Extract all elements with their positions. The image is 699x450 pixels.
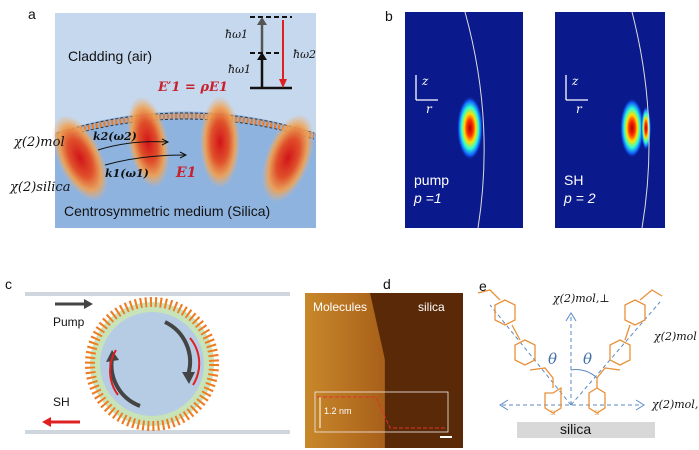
chi-mol-label: χ(2)mol	[14, 135, 65, 150]
pump-mode-order: p =1	[414, 190, 442, 206]
k2-label: k2(ω2)	[93, 130, 137, 143]
panel-label-c: c	[5, 276, 12, 292]
panel-e	[477, 289, 663, 438]
field-lobe	[262, 114, 314, 202]
field-equation: E′1 = ρE1	[158, 80, 228, 95]
substrate-label: silica	[560, 421, 592, 437]
silica-substrate	[517, 422, 655, 438]
hw1-bottom-label: ħω1	[228, 63, 252, 76]
panel-c	[25, 292, 290, 434]
microresonator-ring	[85, 297, 219, 431]
hw1-top-label: ħω1	[225, 28, 249, 41]
panel-a	[52, 13, 316, 228]
sh-mode-title: SH	[564, 172, 584, 188]
field-lobe	[52, 115, 108, 201]
arrow-up-icon	[257, 52, 267, 60]
si-atom-label: Si	[594, 411, 600, 417]
panel-label-b: b	[385, 8, 393, 24]
si-atom-label: Si	[550, 411, 556, 417]
molecule-layer	[56, 113, 315, 139]
hw2-label: ħω2	[293, 48, 317, 61]
sh-mode-order: p = 2	[564, 190, 596, 206]
theta-label: θ	[583, 350, 593, 368]
step-height-label: 1.2 nm	[324, 406, 352, 416]
chi-perp-label: χ(2)mol,⊥	[553, 292, 610, 305]
k1-label: k1(ω1)	[105, 167, 149, 180]
e1-label: E1	[176, 165, 197, 181]
panel-d	[305, 293, 463, 448]
r-axis-label: r	[576, 102, 582, 116]
theta-label: θ	[548, 350, 558, 368]
pump-arrow-icon	[84, 299, 93, 309]
microresonator	[100, 312, 204, 416]
bus-waveguide-top	[25, 292, 290, 296]
silica-region	[55, 111, 316, 228]
field-lobe	[200, 96, 240, 188]
arrow-down-icon	[279, 79, 287, 88]
silica-label: silica	[418, 300, 445, 314]
molecule-structures	[477, 289, 663, 414]
panel-b	[405, 11, 665, 229]
cladding-label: Cladding (air)	[68, 48, 153, 64]
r-axis-label: r	[426, 102, 432, 116]
medium-label: Centrosymmetric medium (Silica)	[64, 203, 271, 219]
arrow-up-icon	[257, 17, 267, 25]
chi-silica-label: χ(2)silica	[10, 180, 71, 195]
height-profile	[317, 396, 446, 429]
panel-label-d: d	[383, 276, 391, 292]
pump-mode-title: pump	[414, 172, 450, 188]
chi-mol-label: χ(2)mol	[654, 330, 697, 343]
sh-arrow-icon	[42, 417, 51, 427]
sh-label: SH	[53, 395, 70, 409]
z-axis-label: z	[572, 74, 579, 88]
bus-waveguide-bottom	[25, 430, 290, 434]
chi-par-label: χ(2)mol,∥	[652, 398, 699, 411]
panel-label-a: a	[28, 6, 36, 22]
molecules-label: Molecules	[313, 300, 368, 314]
panel-label-e: e	[479, 278, 487, 294]
z-axis-label: z	[422, 74, 429, 88]
pump-label: Pump	[53, 315, 85, 329]
